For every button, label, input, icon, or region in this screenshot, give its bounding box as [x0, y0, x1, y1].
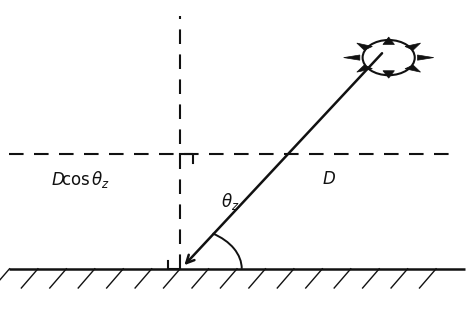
Polygon shape — [357, 43, 373, 50]
Polygon shape — [405, 65, 420, 72]
Polygon shape — [418, 55, 434, 60]
Polygon shape — [357, 65, 373, 72]
Polygon shape — [383, 37, 394, 44]
Polygon shape — [344, 55, 360, 60]
Text: $D\!\cos\theta_z$: $D\!\cos\theta_z$ — [51, 169, 110, 190]
Polygon shape — [383, 71, 394, 78]
Text: $\theta_z$: $\theta_z$ — [221, 191, 239, 212]
Text: $D$: $D$ — [322, 171, 337, 188]
Polygon shape — [405, 43, 420, 50]
